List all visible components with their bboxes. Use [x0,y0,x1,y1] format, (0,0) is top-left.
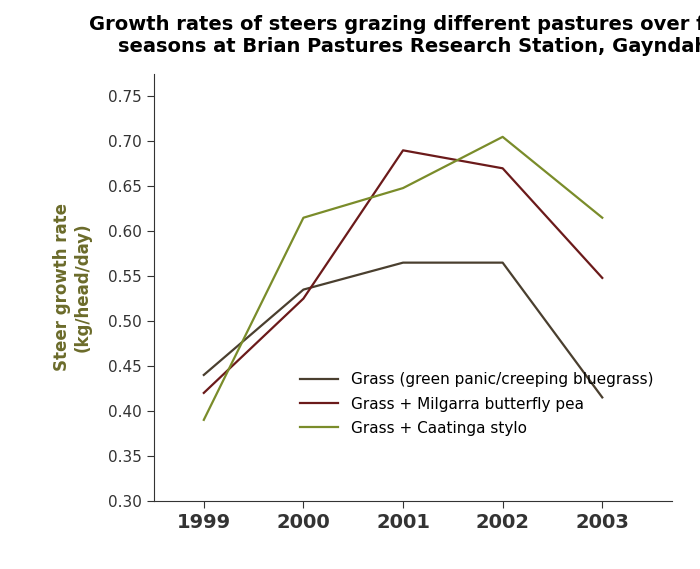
Y-axis label: Steer growth rate
(kg/head/day): Steer growth rate (kg/head/day) [53,203,92,372]
Title: Growth rates of steers grazing different pastures over five
seasons at Brian Pas: Growth rates of steers grazing different… [89,15,700,56]
Grass + Milgarra butterfly pea [498,165,507,172]
Grass + Milgarra butterfly pea [399,147,407,154]
Grass (green panic/creeping bluegrass) [199,372,208,378]
Line: Grass (green panic/creeping bluegrass): Grass (green panic/creeping bluegrass) [204,263,602,397]
Grass + Milgarra butterfly pea [199,390,208,397]
Grass + Caatinga stylo [199,417,208,423]
Grass + Caatinga stylo [299,215,307,221]
Grass (green panic/creeping bluegrass) [299,286,307,293]
Grass + Caatinga stylo [498,134,507,141]
Grass + Milgarra butterfly pea [598,274,606,281]
Grass + Caatinga stylo [598,215,606,221]
Grass (green panic/creeping bluegrass) [498,259,507,266]
Line: Grass + Milgarra butterfly pea: Grass + Milgarra butterfly pea [204,150,602,393]
Grass + Milgarra butterfly pea [299,295,307,302]
Grass (green panic/creeping bluegrass) [598,394,606,401]
Legend: Grass (green panic/creeping bluegrass), Grass + Milgarra butterfly pea, Grass + : Grass (green panic/creeping bluegrass), … [294,366,659,442]
Grass (green panic/creeping bluegrass) [399,259,407,266]
Line: Grass + Caatinga stylo: Grass + Caatinga stylo [204,137,602,420]
Grass + Caatinga stylo [399,185,407,192]
